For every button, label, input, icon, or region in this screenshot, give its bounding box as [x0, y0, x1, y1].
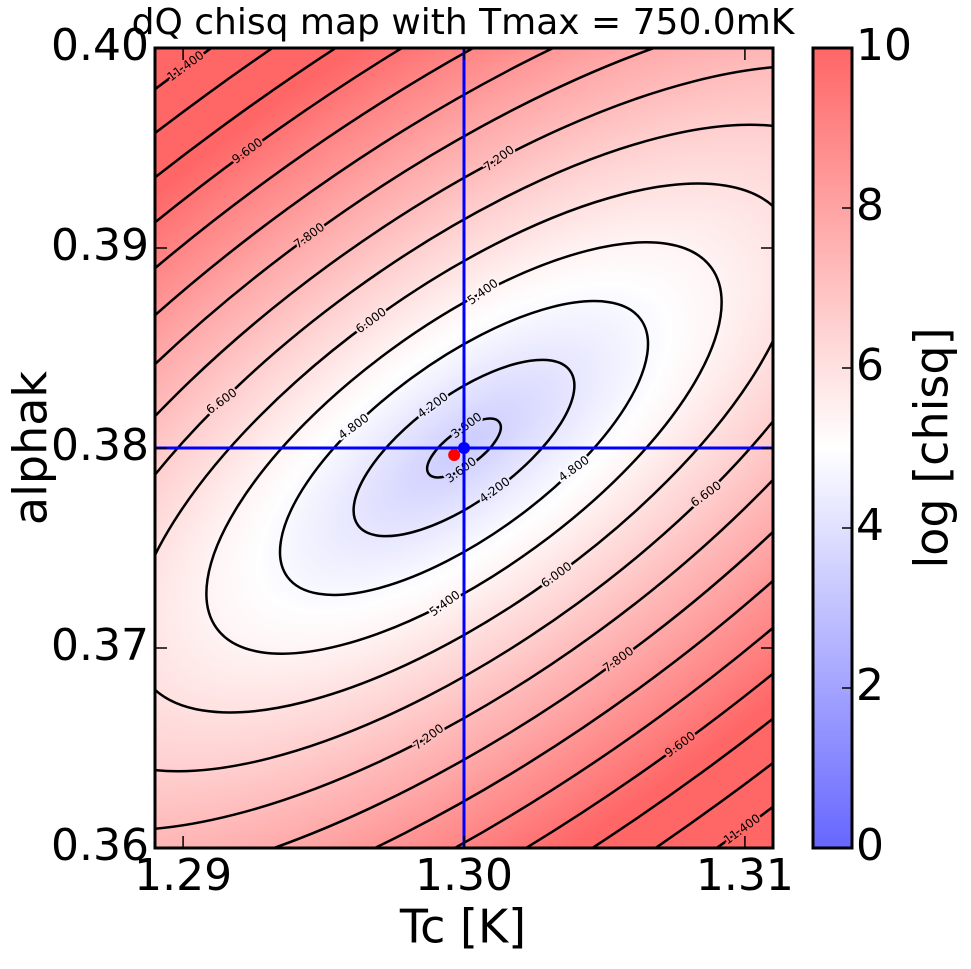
colorbar-tick-label: 10 [856, 20, 912, 71]
colorbar [811, 46, 854, 850]
colorbar-tick-label: 2 [856, 660, 884, 711]
y-tick-label: 0.37 [51, 620, 149, 671]
colorbar-tick-label: 4 [856, 500, 884, 551]
x-tick-label: 1.29 [134, 850, 232, 901]
colorbar-tick-label: 0 [856, 820, 884, 871]
point [448, 449, 461, 461]
x-axis-label: Tc [K] [399, 900, 526, 954]
y-tick-label: 0.38 [51, 420, 149, 471]
colorbar-tick-label: 6 [856, 340, 884, 391]
x-tick-label: 1.30 [415, 850, 513, 901]
x-tick-label: 1.31 [696, 850, 794, 901]
contour-line [205, 241, 723, 655]
contour-line [352, 358, 576, 538]
y-tick-label: 0.39 [51, 220, 149, 271]
colorbar-label: log [chisq] [905, 327, 959, 568]
colorbar-tick-label: 8 [856, 180, 884, 231]
chart-title: dQ chisq map with Tmax = 750.0mK [132, 2, 796, 43]
contour-line [425, 417, 503, 479]
y-tick-label: 0.36 [51, 820, 149, 871]
contour-line [278, 299, 650, 597]
contour-line [155, 123, 773, 773]
point [458, 442, 470, 454]
contour-line [155, 182, 773, 714]
y-tick-label: 0.40 [51, 20, 149, 71]
y-axis-label: alphak [4, 371, 58, 526]
